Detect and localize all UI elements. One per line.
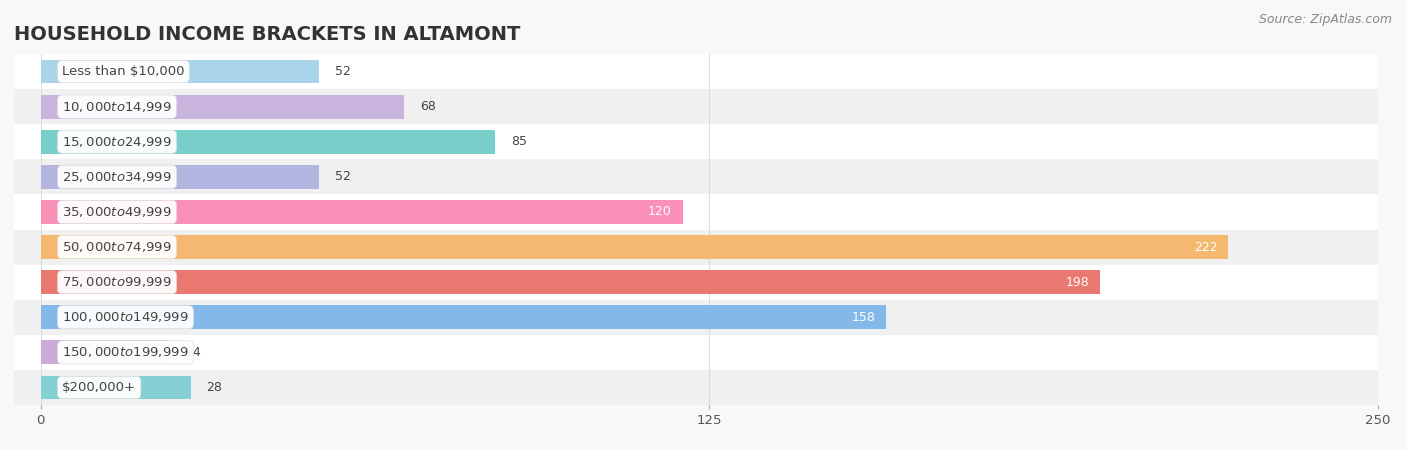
Text: $50,000 to $74,999: $50,000 to $74,999: [62, 240, 172, 254]
Bar: [14, 335, 1378, 370]
Text: 85: 85: [512, 135, 527, 148]
Text: $35,000 to $49,999: $35,000 to $49,999: [62, 205, 172, 219]
Bar: [14, 159, 1378, 194]
Text: Less than $10,000: Less than $10,000: [62, 65, 184, 78]
Text: $100,000 to $149,999: $100,000 to $149,999: [62, 310, 188, 324]
Text: 52: 52: [335, 65, 352, 78]
Text: $150,000 to $199,999: $150,000 to $199,999: [62, 345, 188, 360]
Text: 28: 28: [207, 381, 222, 394]
Text: $200,000+: $200,000+: [62, 381, 136, 394]
Text: 68: 68: [420, 100, 436, 113]
Text: 52: 52: [335, 171, 352, 183]
Text: 120: 120: [648, 206, 672, 218]
Bar: [14, 370, 1378, 405]
Text: $15,000 to $24,999: $15,000 to $24,999: [62, 135, 172, 149]
Bar: [14, 194, 1378, 230]
Text: 158: 158: [851, 311, 875, 324]
Bar: [14, 230, 1378, 265]
Bar: [41, 305, 886, 329]
Bar: [14, 89, 1378, 124]
Bar: [41, 270, 1099, 294]
Bar: [14, 265, 1378, 300]
Text: Source: ZipAtlas.com: Source: ZipAtlas.com: [1258, 14, 1392, 27]
Bar: [14, 300, 1378, 335]
Bar: [41, 340, 169, 364]
Text: 24: 24: [186, 346, 201, 359]
Text: 222: 222: [1194, 241, 1218, 253]
Bar: [41, 59, 319, 84]
Text: 198: 198: [1066, 276, 1090, 288]
Bar: [41, 375, 191, 400]
Bar: [41, 165, 319, 189]
Text: HOUSEHOLD INCOME BRACKETS IN ALTAMONT: HOUSEHOLD INCOME BRACKETS IN ALTAMONT: [14, 25, 520, 44]
Bar: [14, 54, 1378, 89]
Bar: [41, 130, 495, 154]
Bar: [41, 235, 1227, 259]
Text: $10,000 to $14,999: $10,000 to $14,999: [62, 99, 172, 114]
Text: $25,000 to $34,999: $25,000 to $34,999: [62, 170, 172, 184]
Bar: [14, 124, 1378, 159]
Bar: [41, 200, 682, 224]
Text: $75,000 to $99,999: $75,000 to $99,999: [62, 275, 172, 289]
Bar: [41, 94, 405, 119]
